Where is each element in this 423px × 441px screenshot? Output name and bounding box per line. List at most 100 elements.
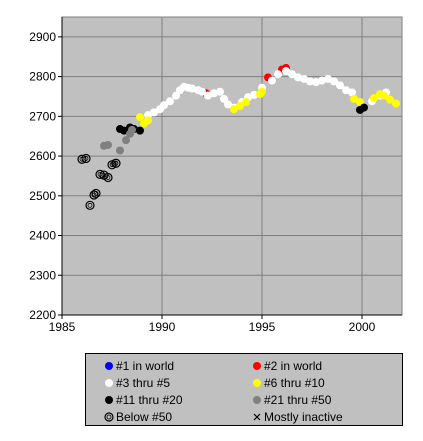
y-tick-label: 2900 <box>29 30 56 44</box>
data-point <box>236 102 244 111</box>
data-point <box>188 84 196 93</box>
legend-item: #1 in world <box>104 359 174 373</box>
y-tick-label: 2600 <box>29 149 56 163</box>
y-tick-label: 2200 <box>29 308 56 322</box>
data-point <box>330 77 338 86</box>
legend-label: Below #50 <box>116 410 173 424</box>
data-point <box>348 88 356 97</box>
data-point <box>380 91 388 100</box>
data-point <box>350 94 358 103</box>
data-point <box>210 89 218 98</box>
data-point <box>274 70 282 79</box>
data-point <box>288 70 296 79</box>
data-point <box>103 172 113 183</box>
data-point <box>282 67 290 76</box>
data-point <box>81 153 91 164</box>
series-group <box>136 87 400 128</box>
y-tick-label: 2500 <box>29 189 56 203</box>
data-point <box>128 125 136 134</box>
data-point <box>258 87 266 96</box>
x-tick-label: 2000 <box>349 320 376 334</box>
legend-label: Mostly inactive <box>264 410 343 424</box>
data-point <box>198 87 206 96</box>
legend-label: #21 thru #50 <box>264 393 332 407</box>
legend-marker-icon <box>253 396 261 404</box>
data-point <box>336 81 344 90</box>
data-point <box>324 74 332 83</box>
data-point <box>95 169 105 179</box>
x-tick-label: 1995 <box>249 320 276 334</box>
data-point <box>220 94 228 103</box>
y-tick-label: 2700 <box>29 109 56 123</box>
legend-marker-icon <box>105 379 113 387</box>
data-point <box>107 160 117 170</box>
data-point <box>386 95 394 104</box>
data-point-inner <box>83 156 89 161</box>
data-point <box>160 101 168 110</box>
data-point <box>91 188 101 199</box>
data-point <box>136 113 144 122</box>
legend-item: #6 thru #10 <box>252 376 325 390</box>
data-point <box>360 103 368 112</box>
data-marks <box>77 63 400 210</box>
x-tick-label: 1985 <box>49 320 76 334</box>
data-point <box>204 91 212 100</box>
data-point-inner <box>113 160 119 166</box>
data-point <box>150 108 158 117</box>
legend-label: #3 thru #5 <box>116 376 171 390</box>
legend: #1 in world #2 in world #3 thru #5 #6 thru … <box>85 353 403 426</box>
legend-item: #3 thru #5 <box>104 376 170 390</box>
data-point <box>136 126 144 135</box>
legend-label: #2 in world <box>264 359 323 373</box>
legend-label: #6 thru #10 <box>264 376 325 390</box>
series-group <box>77 153 121 210</box>
data-point <box>104 140 112 149</box>
x-axis: 1985 1990 1995 2000 <box>49 314 402 334</box>
data-point <box>370 94 378 103</box>
data-point <box>216 87 224 96</box>
data-point <box>111 158 121 168</box>
data-point <box>250 90 258 99</box>
data-point <box>392 99 400 108</box>
data-point-inner <box>93 191 99 196</box>
legend-label: #11 thru #20 <box>116 393 183 407</box>
data-point <box>312 78 320 87</box>
legend-item: #21 thru #50 <box>252 393 331 407</box>
data-point <box>85 200 95 210</box>
data-point <box>224 100 232 109</box>
data-point <box>166 97 174 106</box>
data-point <box>356 98 364 107</box>
data-point-inner <box>87 202 93 208</box>
data-point <box>120 126 128 135</box>
legend-marker-icon <box>253 362 261 370</box>
y-tick-label: 2800 <box>29 70 56 84</box>
data-point <box>144 116 152 125</box>
data-point <box>77 154 87 164</box>
legend-label: #1 in world <box>116 359 175 373</box>
data-point <box>268 76 276 85</box>
legend-item: Below #50 <box>104 410 172 424</box>
data-point <box>89 190 99 200</box>
legend-item: #2 in world <box>252 359 322 373</box>
data-point <box>230 105 238 114</box>
legend-marker-icon <box>105 396 113 404</box>
y-axis: 2200 2300 2400 2500 2600 2700 2800 2900 <box>29 17 63 322</box>
data-point-inner <box>105 175 111 180</box>
data-point <box>300 74 308 83</box>
legend-item: #11 thru #20 <box>104 393 183 407</box>
data-point <box>172 91 180 100</box>
legend-marker-icon <box>253 413 261 421</box>
data-point <box>342 86 350 95</box>
legend-marker-icon <box>253 379 261 387</box>
data-point <box>294 73 302 82</box>
legend-marker-icon <box>105 362 113 370</box>
x-tick-label: 1990 <box>149 320 176 334</box>
legend-item: Mostly inactive <box>252 410 343 424</box>
data-point <box>318 76 326 85</box>
y-tick-label: 2400 <box>29 229 56 243</box>
legend-marker-icon <box>104 412 114 422</box>
y-tick-label: 2300 <box>29 268 56 282</box>
data-point <box>242 98 250 107</box>
data-point <box>306 77 314 86</box>
